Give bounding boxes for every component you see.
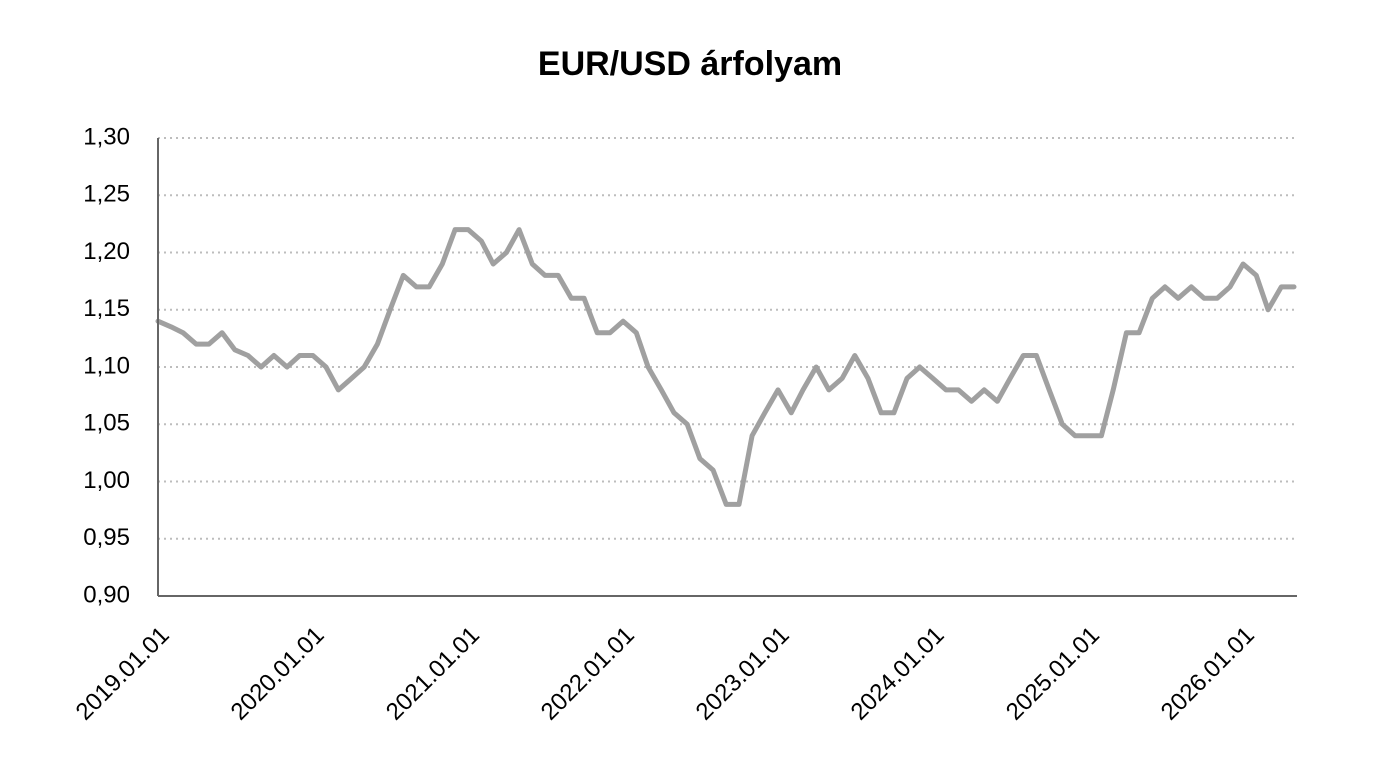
y-tick-label: 1,10	[83, 352, 130, 379]
y-tick-label: 1,15	[83, 295, 130, 322]
y-tick-label: 1,30	[83, 123, 130, 150]
y-tick-label: 1,05	[83, 410, 130, 437]
y-tick-label: 0,90	[83, 581, 130, 608]
y-tick-label: 1,00	[83, 467, 130, 494]
y-tick-label: 1,20	[83, 238, 130, 265]
line-series	[155, 227, 1297, 507]
chart-title: EUR/USD árfolyam	[538, 45, 842, 83]
y-tick-label: 1,25	[83, 181, 130, 208]
plot	[155, 227, 1297, 507]
y-tick-label: 0,95	[83, 524, 130, 551]
